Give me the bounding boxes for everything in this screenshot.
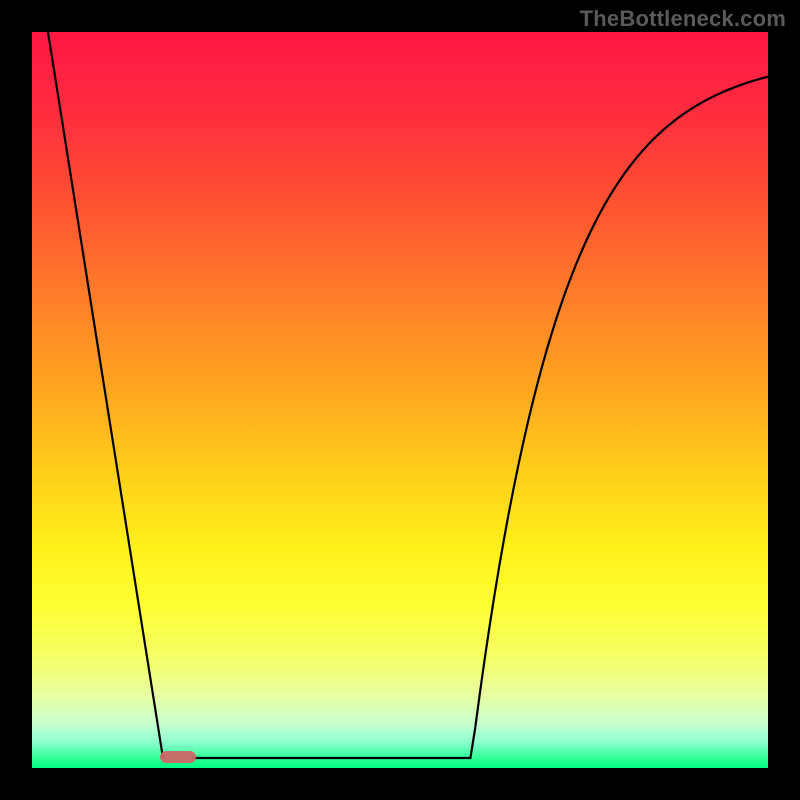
watermark-text: TheBottleneck.com bbox=[580, 6, 786, 32]
chart-svg bbox=[0, 0, 800, 800]
bottleneck-chart: TheBottleneck.com bbox=[0, 0, 800, 800]
plot-area bbox=[32, 32, 768, 768]
optimal-marker bbox=[160, 751, 196, 763]
